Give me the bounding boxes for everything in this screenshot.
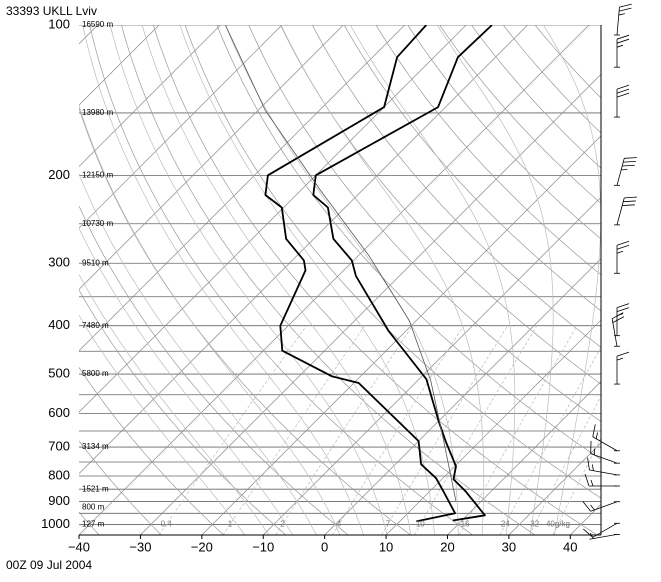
height-label: 1521 m [82,484,109,493]
height-label: 10730 m [82,219,113,228]
y-tick-label: 200 [48,167,70,182]
x-tick-label: 30 [502,539,516,554]
height-label: 9510 m [82,258,109,267]
x-tick-label: −10 [252,539,274,554]
height-label: 127 m [82,520,105,529]
height-label: 7480 m [82,321,109,330]
mixing-ratio-label: 40g/kg [546,520,570,529]
height-label: 12150 m [82,170,113,179]
y-tick-label: 400 [48,317,70,332]
y-tick-label: 500 [48,366,70,381]
mixing-ratio-label: 32 [530,520,539,529]
y-tick-label: 900 [48,493,70,508]
chart-footer: 00Z 09 Jul 2004 [6,558,92,572]
x-tick-label: 40 [563,539,577,554]
y-tick-label: 600 [48,405,70,420]
mixing-ratio-label: 24 [501,520,510,529]
x-tick-label: −20 [191,539,213,554]
mixing-ratio-label: 16 [461,520,470,529]
x-tick-label: −40 [68,539,90,554]
height-label: 13980 m [82,108,113,117]
y-tick-label: 300 [48,255,70,270]
x-tick-label: 20 [440,539,454,554]
y-tick-label: 800 [48,467,70,482]
height-label: 3134 m [82,442,109,451]
height-label: 16590 m [82,20,113,29]
x-tick-label: −30 [129,539,151,554]
mixing-ratio-label: 7 [385,520,390,529]
mixing-ratio-label: 1 [228,520,233,529]
mixing-ratio-label: 4 [337,520,342,529]
mixing-ratio-label: 10 [416,520,425,529]
x-tick-label: 0 [321,539,328,554]
mixing-ratio-label: 0.4 [161,520,173,529]
y-tick-label: 1000 [41,516,70,531]
y-tick-label: 700 [48,438,70,453]
height-label: 800 m [82,503,105,512]
height-label: 5800 m [82,369,109,378]
x-tick-label: 10 [379,539,393,554]
y-tick-label: 100 [48,16,70,31]
mixing-ratio-label: 2 [280,520,285,529]
